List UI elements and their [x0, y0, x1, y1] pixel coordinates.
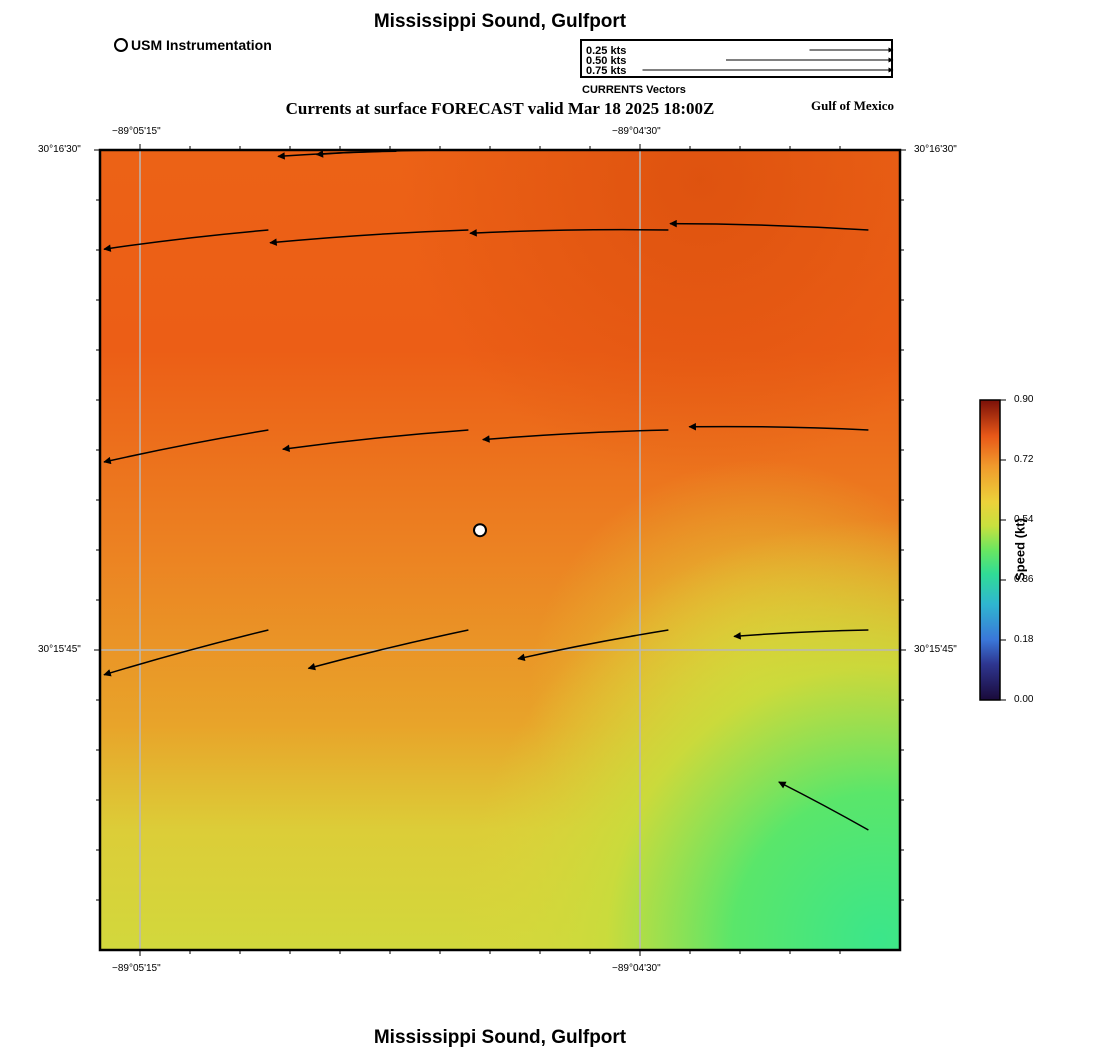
vector-legend-box: 0.25 kts 0.50 kts 0.75 kts — [580, 39, 893, 78]
region-label: Gulf of Mexico — [811, 98, 895, 113]
y-tick-label-left-2: 30°15'45" — [38, 644, 81, 655]
current-vector-arrow — [103, 429, 269, 465]
vector-legend-arrows — [642, 47, 894, 73]
current-vector-arrow — [778, 781, 869, 831]
current-vector-arrow — [315, 150, 397, 158]
current-vector-arrow — [669, 219, 869, 231]
colorbar-tick-label: 0.90 — [1014, 394, 1034, 405]
station-legend-label: USM Instrumentation — [131, 37, 272, 53]
current-vector-arrow — [482, 429, 669, 443]
x-tick-label-top-2: −89°04'30" — [612, 126, 661, 137]
station-legend: USM Instrumentation — [114, 37, 272, 53]
x-tick-label-top-1: −89°05'15" — [112, 126, 161, 137]
colorbar-tick-label: 0.18 — [1014, 634, 1034, 645]
speed-field — [100, 150, 900, 950]
frame-ticks — [94, 144, 906, 956]
current-vector-arrow — [282, 429, 469, 453]
open-circle-icon — [114, 38, 128, 52]
y-tick-label-right-1: 30°16'30" — [914, 144, 957, 155]
current-vector-arrow — [733, 629, 869, 640]
current-vector-layer — [103, 149, 869, 831]
vector-legend-title: CURRENTS Vectors — [582, 84, 686, 96]
map-gridlines — [100, 150, 900, 950]
y-tick-label-left-1: 30°16'30" — [38, 144, 81, 155]
current-vector-arrow — [517, 629, 669, 661]
colorbar-tick-label: 0.36 — [1014, 574, 1034, 585]
current-vector-arrow — [269, 229, 469, 246]
forecast-subtitle: Currents at surface FORECAST valid Mar 1… — [285, 99, 715, 118]
colorbar-title: Speed (kt) — [1012, 518, 1028, 581]
current-vector-arrow — [103, 229, 269, 252]
colorbar — [979, 399, 1006, 701]
colorbar-tick-label: 0.54 — [1014, 514, 1034, 525]
footer-title: Mississippi Sound, Gulfport — [373, 1027, 627, 1048]
colorbar-tick-label: 0.00 — [1014, 694, 1034, 705]
colorbar-tick-label: 0.72 — [1014, 454, 1034, 465]
station-marker[interactable] — [473, 523, 487, 538]
vector-legend-label-1: 0.25 kts — [586, 45, 627, 57]
page-title: Mississippi Sound, Gulfport — [373, 11, 627, 32]
current-vector-arrow — [103, 629, 269, 677]
current-vector-arrow — [688, 422, 869, 431]
y-tick-label-right-2: 30°15'45" — [914, 644, 957, 655]
current-vector-arrow — [307, 629, 469, 671]
current-vector-arrow — [469, 228, 669, 237]
vector-legend-label-3: 0.75 kts — [586, 65, 627, 77]
x-tick-label-bottom-1: −89°05'15" — [112, 963, 161, 974]
x-tick-label-bottom-2: −89°04'30" — [612, 963, 661, 974]
vector-legend-label-2: 0.50 kts — [586, 55, 627, 67]
